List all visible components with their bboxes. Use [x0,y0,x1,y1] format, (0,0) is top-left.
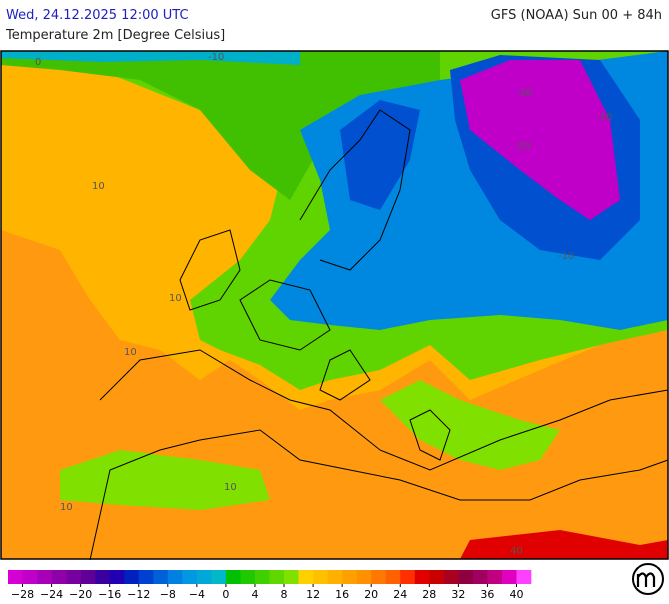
legend-swatch [109,570,125,584]
legend-swatch [516,570,532,584]
legend-swatch [196,570,212,584]
legend-swatch [124,570,140,584]
legend-tick-label: −28 [11,588,34,600]
datetime: Wed, 24.12.2025 12:00 UTC [6,8,189,23]
legend-swatch [37,570,52,584]
contour-label: 40 [510,546,523,557]
legend-tick-label: 24 [393,588,407,600]
legend-tick-label: 28 [422,588,436,600]
legend-tick-label: 36 [480,588,494,600]
legend-tick-label: 16 [335,588,349,600]
contour-label: -10 [596,112,612,123]
legend-swatch [66,570,81,584]
legend-swatch [153,570,169,584]
legend-swatch [284,570,299,584]
model-run: GFS (NOAA) Sun 00 + 84h [491,8,662,23]
legend-swatch [458,570,474,584]
contour-label: 10 [124,347,137,358]
legend-swatch [487,570,503,584]
contour-label: 10 [60,502,73,513]
legend-swatch [80,570,96,584]
legend-tick-label: −16 [98,588,121,600]
legend-swatch [269,570,285,584]
legend-tick-label: −24 [40,588,63,600]
legend-swatch [327,570,343,584]
legend-swatch [472,570,488,584]
legend-swatch [501,570,517,584]
legend-tick-label: −4 [189,588,205,600]
legend-swatch [240,570,256,584]
legend-tick-label: 4 [251,588,258,600]
contour-label: 10 [169,293,182,304]
legend-swatch [167,570,183,584]
legend-swatch [371,570,387,584]
legend-tick-label: 40 [509,588,523,600]
color-legend: −28 −24 −20 −16 −12 −8 −4 0 4 8 12 16 20 24 28 32 36 40 [8,570,532,601]
legend-swatch [414,570,430,584]
contour-label: 10 [92,181,105,192]
legend-tick-label: 0 [222,588,229,600]
legend-tick-label: 12 [306,588,320,600]
legend-swatch [95,570,110,584]
legend-tick-label: 32 [451,588,465,600]
legend-tick-label: 20 [364,588,378,600]
legend-swatch [22,570,38,584]
legend-swatch [400,570,416,584]
contour-label: -10 [558,251,574,262]
legend-swatch [138,570,154,584]
legend-swatch [182,570,198,584]
subtitle: Temperature 2m [Degree Celsius] [5,28,225,43]
legend-swatch [298,570,314,584]
legend-swatch [225,570,241,584]
legend-swatch [8,570,23,584]
contour-label: -10 [208,52,224,63]
contour-label: 10 [224,482,237,493]
legend-swatch [211,570,227,584]
legend-swatch [254,570,270,584]
legend-swatch [51,570,67,584]
legend-tick-label: −12 [127,588,150,600]
legend-swatch [385,570,401,584]
legend-tick-label: 8 [281,588,288,600]
contour-label: -30 [516,88,532,99]
legend-swatch [342,570,357,584]
legend-swatch [443,570,459,584]
legend-swatch [313,570,328,584]
legend-swatch [356,570,372,584]
map: 0 -10 -30 -20 -10 10 10 10 -10 10 10 40 [0,50,669,561]
logo [632,563,664,595]
contour-label: -20 [514,141,530,152]
legend-tick-label: −8 [160,588,176,600]
legend-swatch [429,570,445,584]
legend-tick-label: −20 [69,588,92,600]
contour-label: 0 [35,57,41,68]
